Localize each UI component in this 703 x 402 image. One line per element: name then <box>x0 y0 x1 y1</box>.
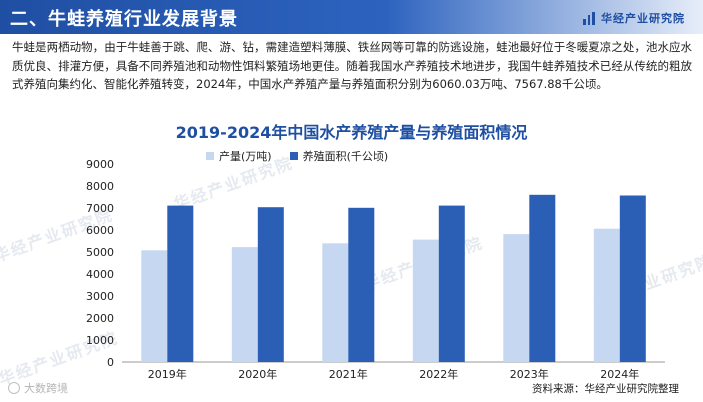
section-title: 二、牛蛙养殖行业发展背景 <box>10 9 238 30</box>
bar-production <box>141 250 168 362</box>
x-tick-label: 2020年 <box>238 367 277 381</box>
y-tick-label: 2000 <box>86 312 114 325</box>
bar-area <box>257 207 284 362</box>
platform-name: 大数跨境 <box>24 382 68 395</box>
y-tick-label: 9000 <box>86 158 114 171</box>
legend-swatch-area <box>289 152 298 160</box>
bar-production <box>231 247 258 362</box>
bar-area <box>348 207 375 362</box>
brand-name: 华经产业研究院 <box>601 12 685 25</box>
legend-item-production: 产量(万吨) <box>206 148 272 164</box>
header-bar: 二、牛蛙养殖行业发展背景 华经产业研究院 <box>0 0 703 34</box>
bar-area <box>167 205 194 362</box>
chart-legend: 产量(万吨) 养殖面积(千公顷) <box>206 148 388 164</box>
bar-area <box>619 195 646 362</box>
y-tick-label: 0 <box>107 356 114 369</box>
legend-item-area: 养殖面积(千公顷) <box>289 148 389 164</box>
legend-label-area: 养殖面积(千公顷) <box>302 150 389 163</box>
chart-title: 2019-2024年中国水产养殖产量与养殖面积情况 <box>175 123 528 142</box>
brand-logo-icon <box>583 11 596 25</box>
y-tick-label: 4000 <box>86 268 114 281</box>
y-tick-label: 5000 <box>86 246 114 259</box>
bar-area <box>529 194 556 362</box>
bar-production <box>503 234 530 362</box>
x-tick-label: 2023年 <box>510 367 549 381</box>
footer-platform: 大数跨境 <box>8 380 68 396</box>
y-tick-label: 7000 <box>86 202 114 215</box>
bar-production <box>412 239 439 362</box>
bar-area <box>438 205 465 362</box>
legend-label-production: 产量(万吨) <box>219 150 272 163</box>
brand: 华经产业研究院 <box>583 10 685 26</box>
x-tick-label: 2021年 <box>329 367 368 381</box>
platform-logo-icon <box>8 382 20 394</box>
x-tick-label: 2024年 <box>600 367 639 381</box>
y-tick-label: 8000 <box>86 180 114 193</box>
x-tick-label: 2022年 <box>419 367 458 381</box>
y-tick-label: 3000 <box>86 290 114 303</box>
y-tick-label: 6000 <box>86 224 114 237</box>
x-tick-label: 2019年 <box>148 367 187 381</box>
legend-swatch-production <box>206 152 214 160</box>
bar-production <box>322 243 349 362</box>
y-tick-label: 1000 <box>86 334 114 347</box>
bar-production <box>593 228 620 362</box>
intro-paragraph: 牛蛙是两栖动物，由于牛蛙善于跳、爬、游、钻，需建造塑料薄膜、铁丝网等可靠的防逃设… <box>12 40 692 91</box>
source-note: 资料来源：华经产业研究院整理 <box>532 383 679 395</box>
